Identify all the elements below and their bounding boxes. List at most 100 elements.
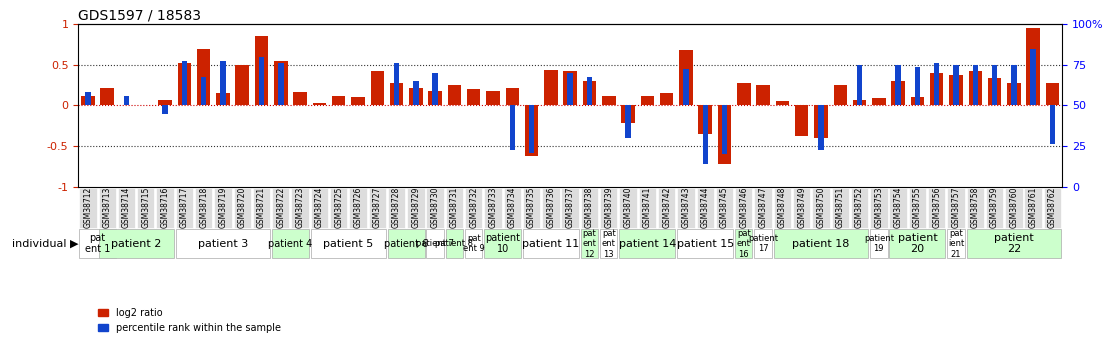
FancyBboxPatch shape: [986, 188, 1003, 228]
Bar: [702, 106, 708, 164]
Text: GSM38726: GSM38726: [353, 187, 362, 228]
Bar: [954, 65, 959, 106]
Bar: [795, 106, 808, 136]
FancyBboxPatch shape: [793, 188, 811, 228]
Bar: [505, 88, 519, 106]
Text: pat
ent
12: pat ent 12: [582, 229, 596, 258]
Text: pat
ient
21: pat ient 21: [948, 229, 964, 258]
Text: GSM38719: GSM38719: [218, 187, 227, 228]
Bar: [818, 106, 824, 150]
FancyBboxPatch shape: [176, 188, 193, 228]
FancyBboxPatch shape: [619, 229, 675, 258]
Text: GSM38715: GSM38715: [141, 187, 150, 228]
FancyBboxPatch shape: [736, 188, 752, 228]
Text: patient 15: patient 15: [676, 239, 733, 249]
Bar: [834, 85, 847, 106]
Bar: [683, 69, 689, 106]
FancyBboxPatch shape: [967, 188, 984, 228]
Bar: [529, 106, 534, 152]
Bar: [467, 89, 481, 106]
FancyBboxPatch shape: [388, 188, 405, 228]
Text: pat
ent
16: pat ent 16: [737, 229, 750, 258]
Text: GSM38744: GSM38744: [701, 187, 710, 228]
FancyBboxPatch shape: [503, 188, 521, 228]
Bar: [853, 100, 866, 106]
FancyBboxPatch shape: [600, 229, 617, 258]
Bar: [930, 73, 944, 106]
Text: GSM38725: GSM38725: [334, 187, 343, 228]
Text: GSM38758: GSM38758: [970, 187, 979, 228]
FancyBboxPatch shape: [407, 188, 425, 228]
FancyBboxPatch shape: [484, 229, 521, 258]
FancyBboxPatch shape: [813, 188, 830, 228]
FancyBboxPatch shape: [832, 188, 849, 228]
FancyBboxPatch shape: [98, 188, 116, 228]
Bar: [85, 92, 91, 106]
Bar: [255, 36, 268, 106]
Bar: [414, 81, 418, 106]
Bar: [722, 106, 727, 154]
Bar: [332, 96, 345, 106]
Bar: [201, 77, 207, 106]
Bar: [992, 65, 997, 106]
FancyBboxPatch shape: [659, 188, 675, 228]
Bar: [259, 57, 264, 106]
Text: GSM38738: GSM38738: [585, 187, 594, 228]
FancyBboxPatch shape: [234, 188, 250, 228]
Bar: [582, 81, 596, 106]
FancyBboxPatch shape: [426, 188, 444, 228]
Text: GSM38735: GSM38735: [527, 187, 537, 228]
Text: patient 5: patient 5: [323, 239, 373, 249]
Text: GSM38733: GSM38733: [489, 187, 498, 228]
Bar: [236, 65, 249, 106]
Text: patient 4: patient 4: [268, 239, 313, 249]
Text: patient 11: patient 11: [522, 239, 579, 249]
Bar: [568, 73, 572, 106]
Bar: [159, 100, 172, 106]
Bar: [601, 96, 616, 106]
FancyBboxPatch shape: [870, 188, 888, 228]
Bar: [162, 106, 168, 114]
Text: GSM38749: GSM38749: [797, 187, 806, 228]
Text: GSM38724: GSM38724: [315, 187, 324, 228]
Text: patient
22: patient 22: [994, 233, 1034, 255]
FancyBboxPatch shape: [619, 188, 637, 228]
Bar: [82, 96, 95, 106]
Text: GSM38751: GSM38751: [836, 187, 845, 228]
FancyBboxPatch shape: [465, 188, 482, 228]
Text: GSM38740: GSM38740: [624, 187, 633, 228]
Text: GSM38741: GSM38741: [643, 187, 652, 228]
Bar: [563, 71, 577, 106]
FancyBboxPatch shape: [774, 229, 869, 258]
Text: GSM38743: GSM38743: [682, 187, 691, 228]
Bar: [896, 65, 901, 106]
FancyBboxPatch shape: [851, 188, 869, 228]
Bar: [544, 70, 558, 106]
Text: GSM38746: GSM38746: [739, 187, 748, 228]
Bar: [274, 61, 287, 106]
Bar: [757, 85, 770, 106]
Text: GSM38732: GSM38732: [470, 187, 479, 228]
Bar: [409, 88, 423, 106]
FancyBboxPatch shape: [272, 229, 309, 258]
Text: GSM38713: GSM38713: [103, 187, 112, 228]
Text: GSM38745: GSM38745: [720, 187, 729, 228]
Text: GSM38712: GSM38712: [84, 187, 93, 228]
FancyBboxPatch shape: [215, 188, 231, 228]
Bar: [641, 96, 654, 106]
Bar: [587, 77, 593, 106]
Bar: [101, 88, 114, 106]
Text: patient 2: patient 2: [111, 239, 161, 249]
Text: GSM38717: GSM38717: [180, 187, 189, 228]
Text: patient
19: patient 19: [864, 234, 893, 253]
FancyBboxPatch shape: [1005, 188, 1023, 228]
FancyBboxPatch shape: [580, 229, 598, 258]
FancyBboxPatch shape: [678, 188, 694, 228]
Legend: log2 ratio, percentile rank within the sample: log2 ratio, percentile rank within the s…: [94, 304, 285, 337]
FancyBboxPatch shape: [697, 188, 714, 228]
FancyBboxPatch shape: [600, 188, 617, 228]
FancyBboxPatch shape: [79, 229, 116, 258]
FancyBboxPatch shape: [369, 188, 386, 228]
Text: GSM38714: GSM38714: [122, 187, 131, 228]
FancyBboxPatch shape: [890, 188, 907, 228]
